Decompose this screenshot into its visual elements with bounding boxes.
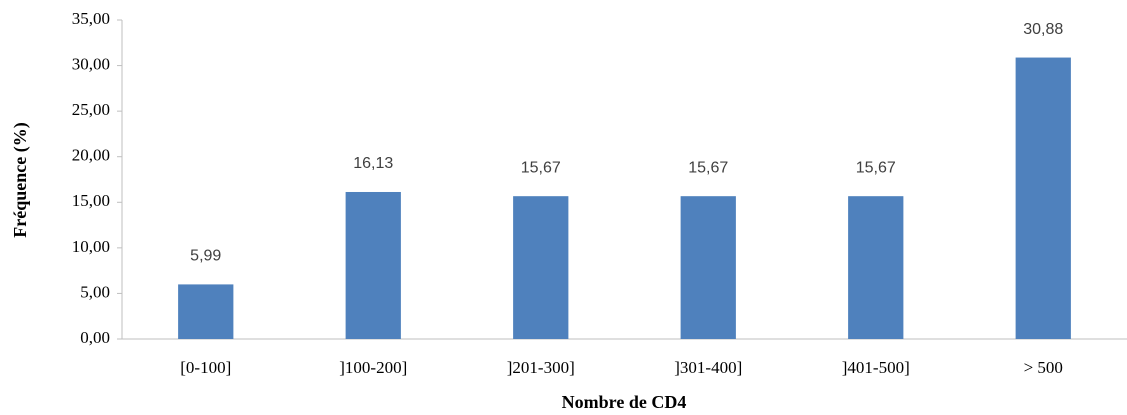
y-tick-label: 10,00 — [72, 237, 110, 256]
x-tick-label: > 500 — [1024, 358, 1063, 377]
x-tick-label: ]301-400] — [674, 358, 742, 377]
y-tick-label: 0,00 — [80, 328, 110, 347]
x-axis-label: Nombre de CD4 — [562, 392, 687, 412]
data-label: 16,13 — [353, 155, 393, 172]
bar — [513, 196, 569, 339]
y-tick-label: 30,00 — [72, 54, 110, 73]
x-tick-label: ]401-500] — [842, 358, 910, 377]
bar — [178, 284, 234, 339]
bar — [345, 191, 401, 339]
data-label: 30,88 — [1023, 21, 1063, 38]
bar — [1015, 57, 1071, 340]
x-tick-label: ]201-300] — [507, 358, 575, 377]
bar — [848, 196, 904, 339]
x-tick-label: [0-100] — [180, 358, 231, 377]
y-axis-label: Fréquence (%) — [10, 122, 31, 237]
y-tick-label: 20,00 — [72, 146, 110, 165]
y-tick-label: 25,00 — [72, 100, 110, 119]
y-tick-label: 5,00 — [80, 282, 110, 301]
data-label: 15,67 — [688, 159, 728, 176]
data-label: 15,67 — [856, 159, 896, 176]
data-label: 15,67 — [521, 159, 561, 176]
data-label: 5,99 — [190, 248, 221, 265]
x-tick-label: ]100-200] — [339, 358, 407, 377]
y-tick-label: 15,00 — [72, 191, 110, 210]
bar — [680, 196, 736, 339]
y-tick-label: 35,00 — [72, 9, 110, 28]
